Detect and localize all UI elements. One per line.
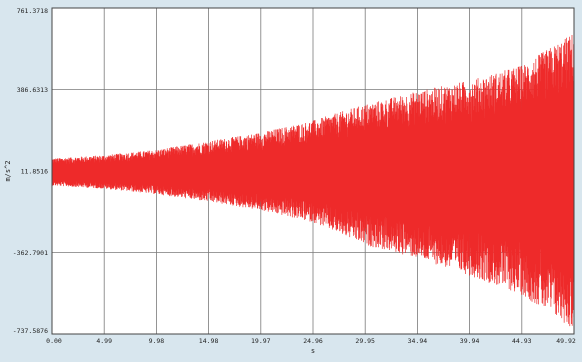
x-tick-label: 24.96 xyxy=(303,337,323,345)
x-tick-label: 19.97 xyxy=(251,337,271,345)
x-tick-label: 4.99 xyxy=(96,337,112,345)
x-tick-label: 34.94 xyxy=(408,337,428,345)
y-tick-labels: 761.3718 386.6313 11.8516 -362.7901 -737.587… xyxy=(13,7,48,335)
x-tick-label: 14.98 xyxy=(199,337,219,345)
x-tick-labels: 0.00 4.99 9.98 14.98 19.97 24.96 29.95 34.94 39.… xyxy=(46,337,576,345)
x-tick-label: 9.98 xyxy=(149,337,165,345)
acceleration-signal-line xyxy=(51,34,575,327)
x-tick-label: 49.92 xyxy=(556,337,576,345)
y-tick-label: 761.3718 xyxy=(17,7,48,15)
x-tick-label: 0.00 xyxy=(46,337,62,345)
y-tick-label: 386.6313 xyxy=(17,86,48,94)
y-tick-label: -362.7901 xyxy=(13,249,48,257)
y-tick-label: 11.8516 xyxy=(21,168,48,176)
signal-series xyxy=(51,34,575,327)
y-axis-label: m/s^2 xyxy=(4,160,12,181)
plot-border xyxy=(51,7,575,335)
x-tick-label: 44.93 xyxy=(512,337,532,345)
x-axis-label: s xyxy=(311,347,315,355)
x-tick-label: 39.94 xyxy=(460,337,480,345)
x-tick-label: 29.95 xyxy=(355,337,375,345)
y-tick-label: -737.5876 xyxy=(13,327,48,335)
